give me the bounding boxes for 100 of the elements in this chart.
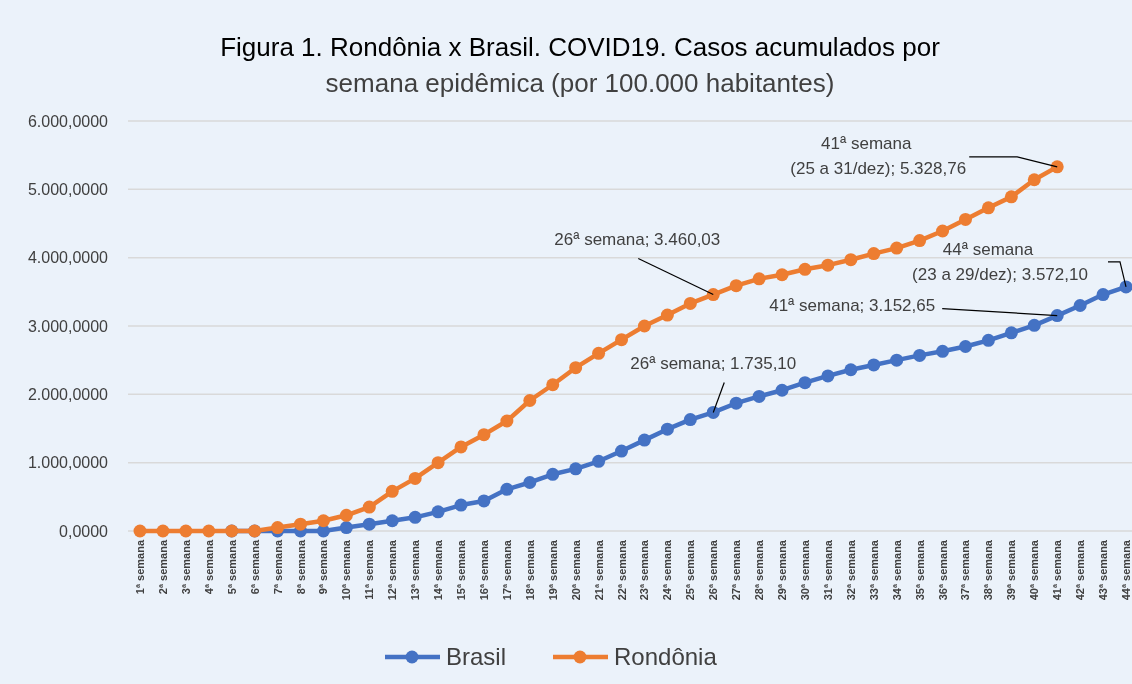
x-tick-label: 30ª semana — [798, 539, 811, 601]
x-tick-label: 16ª semana — [477, 539, 490, 601]
point — [867, 358, 881, 372]
x-tick-label: 25ª semana — [684, 539, 697, 601]
point — [683, 296, 697, 310]
point — [339, 508, 353, 522]
point — [316, 514, 330, 528]
point — [1119, 280, 1132, 294]
annotation: 44ª semana (23 a 29/dez); 3.572,10 — [912, 239, 1088, 284]
point — [637, 433, 651, 447]
x-tick-label: 15ª semana — [455, 539, 468, 601]
point — [798, 262, 812, 276]
point — [821, 369, 835, 383]
point — [981, 333, 995, 347]
point — [981, 201, 995, 215]
point — [408, 510, 422, 524]
x-tick-label: 11ª semana — [363, 539, 376, 600]
x-tick-label: 33ª semana — [867, 539, 880, 601]
point — [156, 524, 170, 538]
point — [821, 258, 835, 272]
point — [546, 378, 560, 392]
point — [523, 475, 537, 489]
point — [660, 308, 674, 322]
x-tick-label: 34ª semana — [890, 539, 903, 601]
point — [936, 344, 950, 358]
point — [1073, 299, 1087, 312]
point — [500, 482, 514, 496]
point — [523, 393, 537, 407]
point — [615, 444, 629, 458]
point — [752, 389, 766, 403]
y-tick-label: 1.000,0000 — [27, 454, 109, 472]
point — [890, 353, 904, 367]
x-tick-label: 20ª semana — [569, 539, 582, 601]
point — [958, 340, 972, 353]
x-tick-label: 2ª semana — [156, 539, 169, 595]
point — [431, 456, 445, 470]
point — [844, 363, 858, 377]
point — [592, 454, 606, 468]
annotation: 26ª semana; 3.460,03 — [554, 229, 721, 249]
x-tick-label: 42ª semana — [1074, 539, 1087, 601]
x-tick-label: 36ª semana — [936, 539, 949, 601]
point — [775, 383, 789, 397]
x-tick-label: 5ª semana — [225, 539, 238, 595]
x-tick-label: 22ª semana — [615, 539, 628, 601]
x-tick-label: 43ª semana — [1097, 539, 1110, 601]
point — [1050, 160, 1064, 174]
point — [660, 422, 674, 436]
point — [179, 524, 193, 538]
point — [683, 413, 697, 427]
x-tick-label: 10ª semana — [340, 539, 353, 601]
point — [592, 346, 606, 360]
point — [867, 247, 881, 261]
point — [546, 467, 560, 481]
annotation: 41ª semana (25 a 31/dez); 5.328,76 — [790, 133, 967, 178]
x-tick-label: 3ª semana — [179, 539, 192, 595]
x-tick-label: 13ª semana — [409, 539, 422, 601]
x-tick-label: 35ª semana — [913, 539, 926, 601]
y-tick-label: 2.000,0000 — [27, 385, 109, 403]
point — [958, 212, 972, 226]
x-tick-label: 32ª semana — [844, 539, 857, 601]
y-tick-label: 0,0000 — [59, 522, 109, 540]
y-tick-label: 4.000,0000 — [27, 249, 109, 267]
annotation: 26ª semana; 1.735,10 — [630, 354, 797, 374]
x-tick-label: 17ª semana — [500, 539, 513, 601]
x-tick-label: 14ª semana — [432, 539, 445, 601]
point — [385, 514, 399, 528]
point — [1004, 326, 1018, 340]
point — [615, 333, 629, 347]
point — [729, 396, 743, 410]
x-tick-label: 6ª semana — [248, 539, 261, 595]
x-tick-label: 40ª semana — [1028, 539, 1041, 601]
point — [706, 288, 720, 302]
point — [1004, 190, 1018, 204]
y-tick-label: 3.000,0000 — [27, 317, 109, 335]
x-tick-label: 21ª semana — [592, 539, 605, 601]
point — [913, 234, 927, 248]
legend-label: Rondônia — [614, 643, 718, 671]
annotation: 41ª semana; 3.152,65 — [769, 295, 936, 315]
legend-label: Brasil — [446, 643, 507, 671]
point — [637, 319, 651, 333]
point — [431, 505, 445, 519]
point — [454, 498, 468, 512]
chart-title: Figura 1. Rondônia x Brasil. COVID19. Casos acumulados por semana epidêmica (por 100.000 habitantes) — [220, 32, 941, 98]
x-tick-label: 24ª semana — [661, 539, 674, 601]
x-tick-label: 41ª semana — [1051, 539, 1064, 601]
point — [913, 348, 927, 362]
x-tick-label: 39ª semana — [1005, 539, 1018, 601]
x-tick-label: 38ª semana — [982, 539, 995, 601]
y-tick-label: 5.000,0000 — [27, 180, 109, 198]
x-tick-label: 31ª semana — [821, 539, 834, 601]
x-tick-label: 23ª semana — [638, 539, 651, 601]
point — [477, 428, 491, 442]
x-tick-label: 29ª semana — [776, 539, 789, 601]
point — [362, 517, 376, 531]
point — [775, 268, 789, 282]
point — [1027, 173, 1041, 187]
point — [1096, 288, 1110, 302]
point — [936, 224, 950, 238]
point — [339, 521, 353, 535]
point — [798, 376, 812, 390]
